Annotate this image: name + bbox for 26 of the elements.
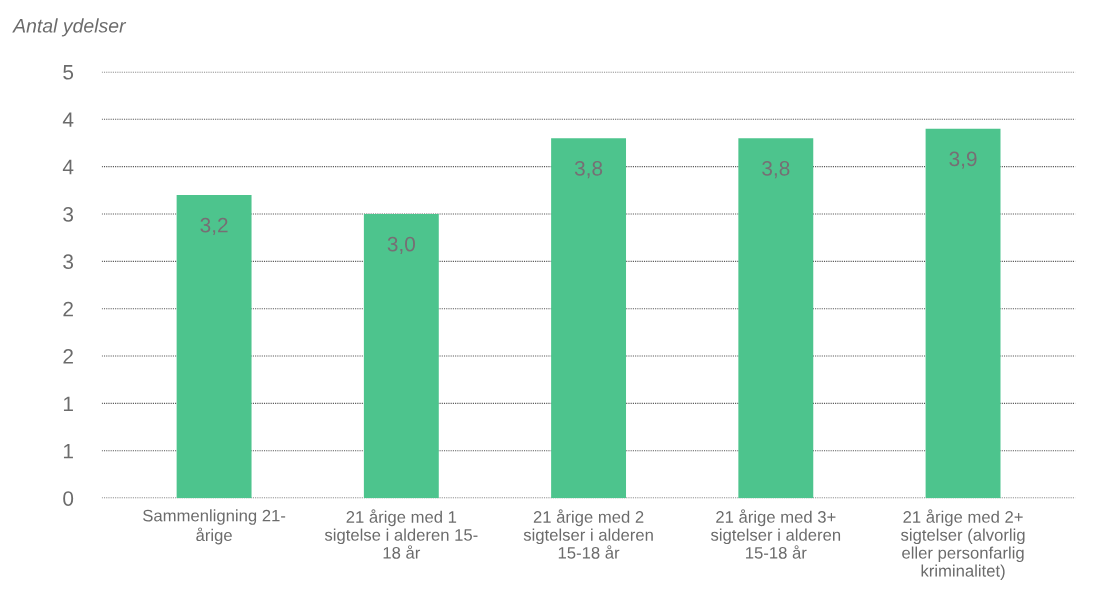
y-tick-label: 4	[62, 159, 74, 175]
data-label: 3,0	[387, 236, 415, 254]
y-tick-label: 3	[63, 254, 74, 270]
bar	[925, 128, 1001, 499]
x-tick-label: 21 årige med 3+ sigtelser i alderen 15-18 år	[710, 509, 841, 559]
data-label: 3,8	[574, 160, 603, 179]
data-label: 3,2	[200, 217, 228, 236]
bar	[363, 213, 439, 499]
data-label: 3,8	[762, 160, 790, 179]
y-tick-label: 5	[63, 65, 74, 80]
y-tick-label: 0	[63, 491, 74, 506]
data-label: 3,9	[949, 151, 977, 169]
y-tick-label: 2	[63, 301, 73, 317]
y-tick-label: 1	[63, 396, 73, 411]
x-tick-label: Sammenligning 21- årige	[143, 509, 286, 545]
y-tick-label: 1	[63, 444, 73, 459]
y-tick-label: 3	[63, 206, 74, 222]
y-tick-label: 2	[63, 349, 73, 364]
x-tick-label: 21 årige med 2+ sigtelser (alvorlig eller personfarlig kriminalitet)	[901, 509, 1025, 581]
y-axis-title: Antal ydelser	[12, 18, 127, 37]
bar	[176, 195, 252, 499]
bar	[551, 138, 627, 499]
x-tick-label: 21 årige med 1 sigtelse i alderen 15- 18 år	[324, 509, 478, 559]
bar	[738, 138, 814, 499]
x-tick-label: 21 årige med 2 sigtelser i alderen 15-18 år	[523, 509, 653, 559]
y-tick-label: 4	[62, 112, 74, 127]
